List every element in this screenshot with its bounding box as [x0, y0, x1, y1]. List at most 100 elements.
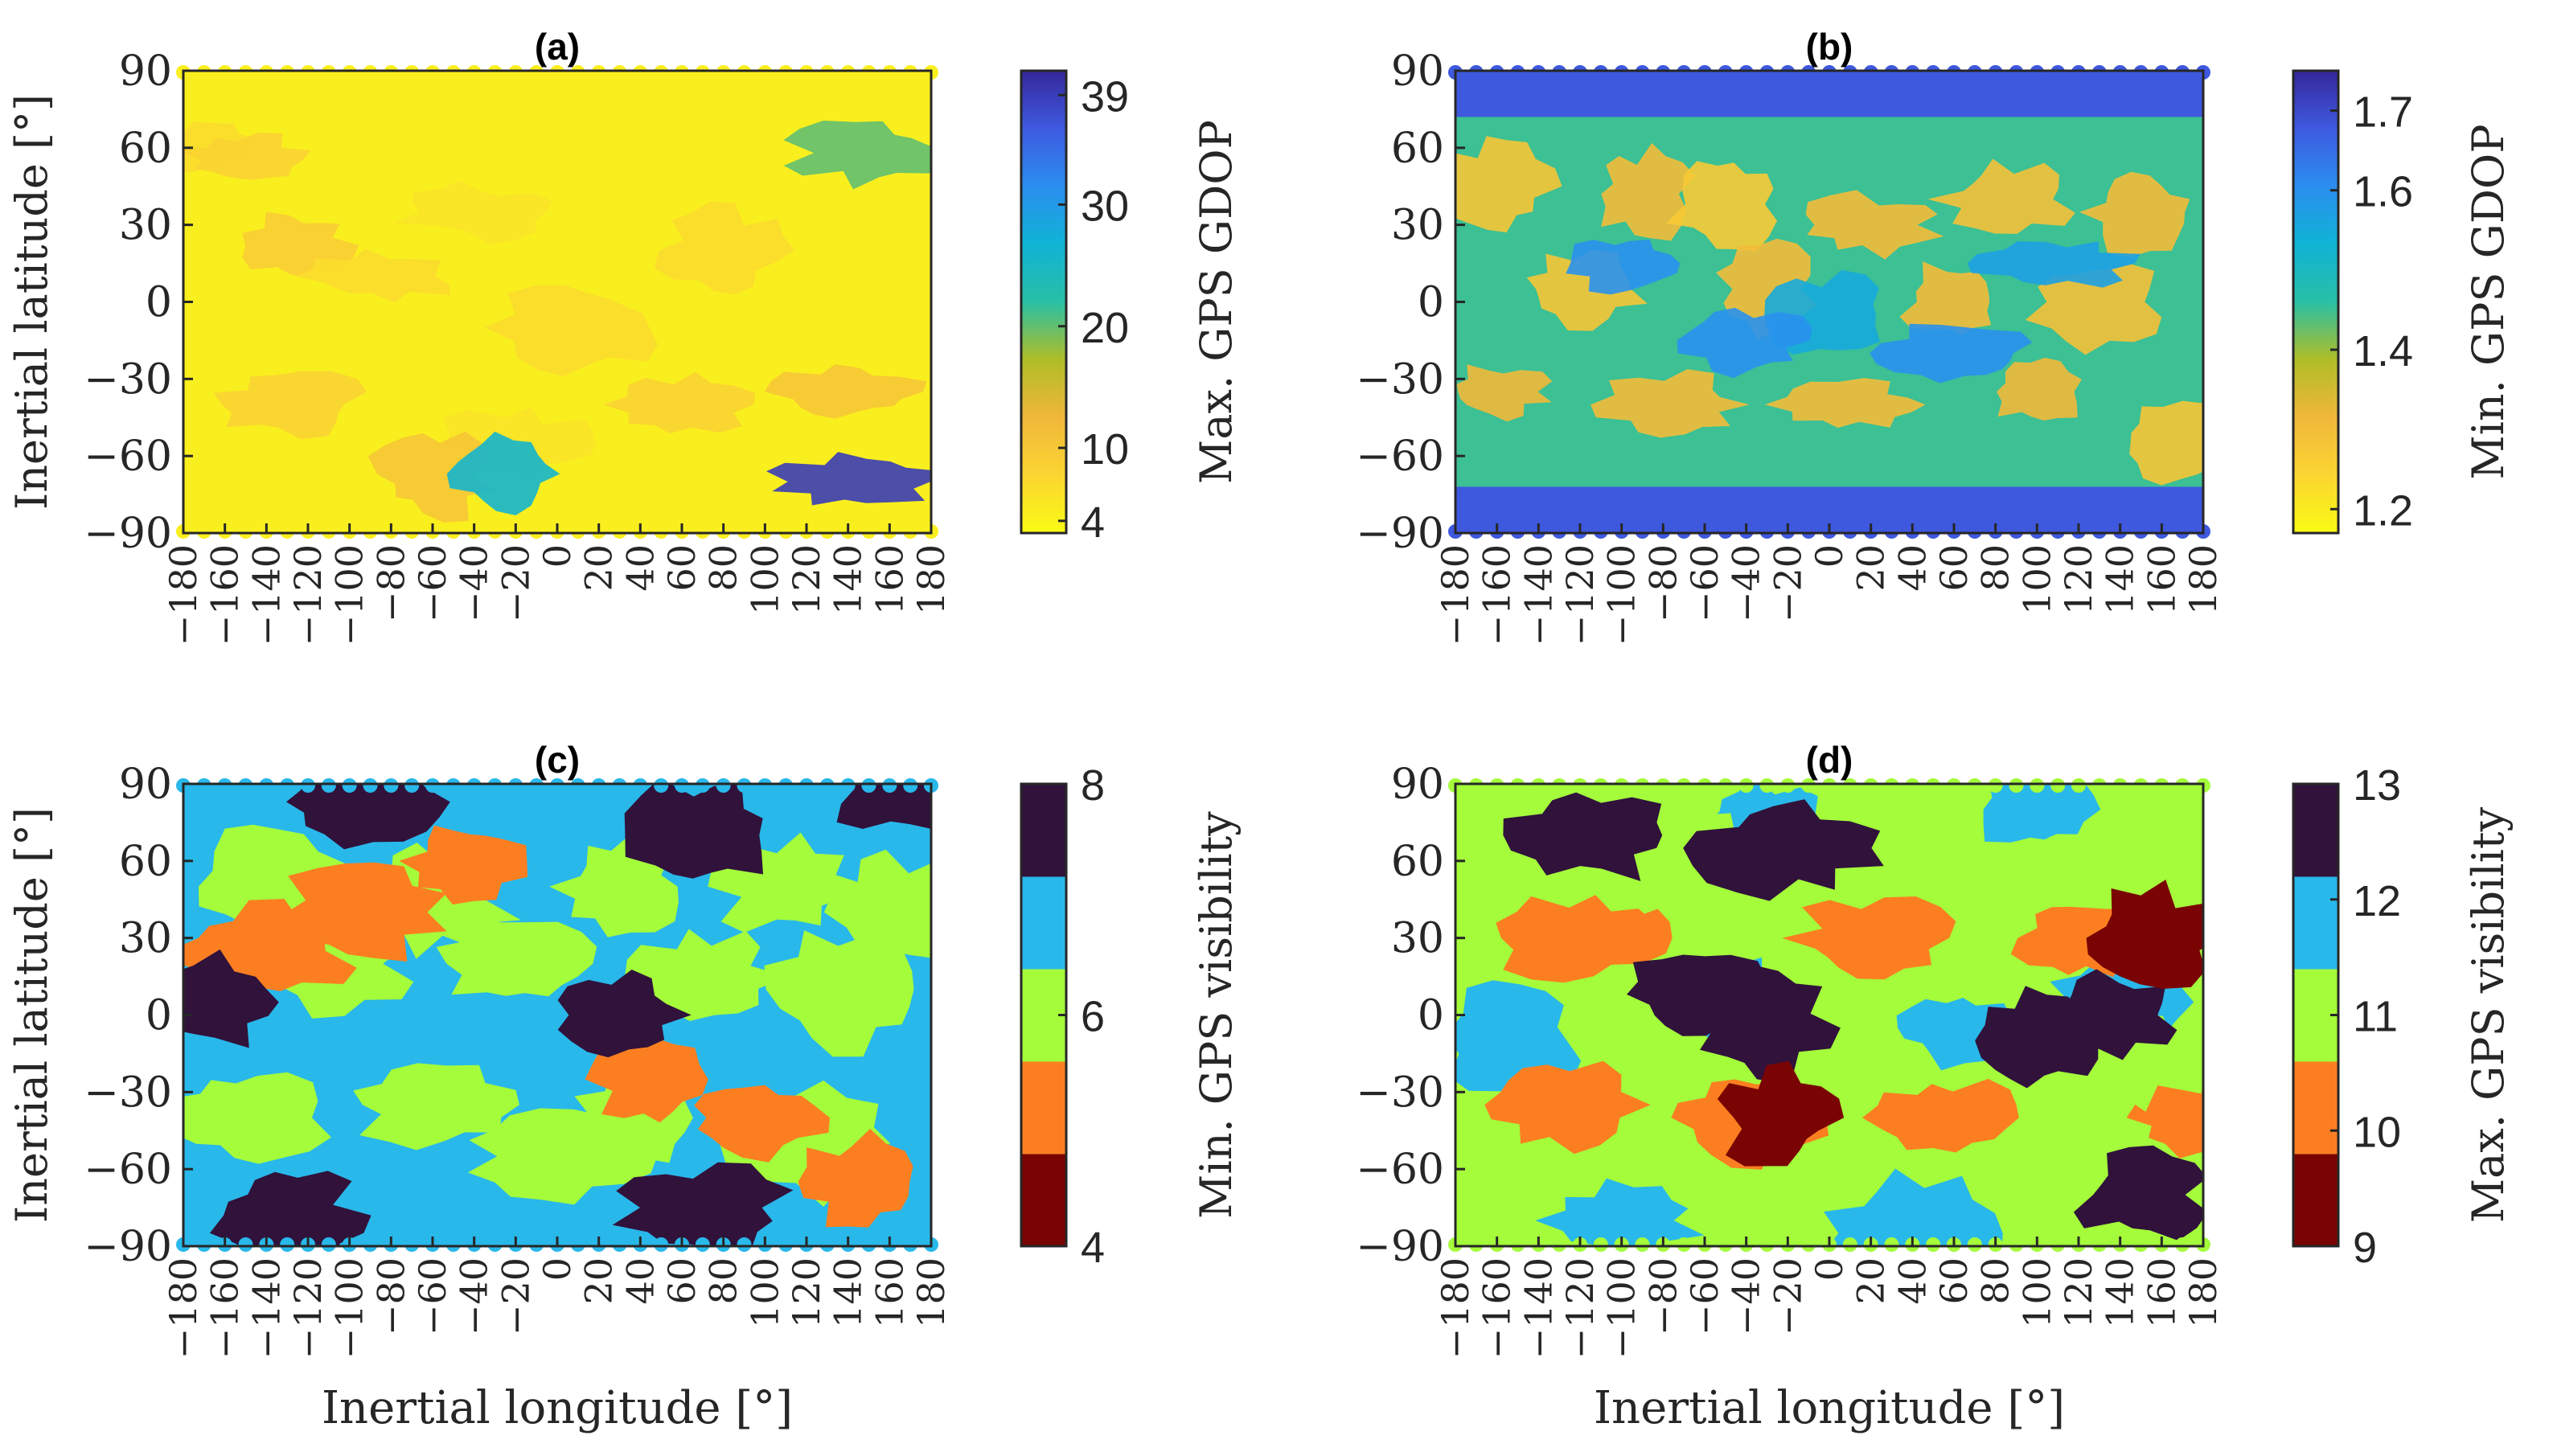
data-region [1824, 1168, 2003, 1246]
edge-marker [2154, 778, 2169, 793]
x-tick-label: −40 [1725, 544, 1768, 622]
edge-marker [799, 65, 814, 80]
x-tick-label: −160 [203, 544, 247, 646]
y-tick-label: −30 [84, 355, 172, 404]
edge-marker [2030, 778, 2045, 793]
edge-marker [2133, 778, 2149, 793]
x-tick-label: −180 [162, 1257, 205, 1359]
edge-marker [1510, 778, 1525, 793]
edge-marker [2091, 524, 2107, 539]
data-region [694, 1085, 830, 1163]
colorbar-tick-label: 13 [2353, 761, 2401, 810]
edge-marker [840, 778, 856, 793]
edge-marker [2050, 1237, 2066, 1252]
edge-marker [2009, 1237, 2024, 1252]
edge-marker [2133, 65, 2149, 80]
x-tick-label: 160 [868, 544, 911, 615]
x-tick-label: 180 [2182, 544, 2225, 615]
edge-marker [487, 65, 503, 80]
edge-marker [695, 1237, 710, 1252]
edge-marker [1656, 65, 1671, 80]
edge-marker [1552, 524, 1567, 539]
panel-title: (b) [1806, 26, 1853, 68]
edge-marker [1510, 1237, 1525, 1252]
edge-marker [633, 65, 648, 80]
edge-marker [1842, 778, 1857, 793]
data-region [612, 1162, 794, 1246]
edge-marker [882, 778, 897, 793]
edge-marker [445, 778, 461, 793]
edge-marker [2175, 778, 2190, 793]
x-tick-label: 160 [2140, 544, 2183, 615]
edge-marker [2175, 524, 2190, 539]
edge-marker [217, 65, 232, 80]
x-tick-label: −140 [244, 544, 288, 646]
edge-marker [363, 778, 378, 793]
data-region [1677, 307, 1812, 379]
edge-marker [570, 778, 585, 793]
edge-marker [675, 778, 689, 793]
edge-marker [1677, 1237, 1692, 1252]
y-tick-label: 90 [1391, 761, 1444, 809]
edge-marker [1552, 65, 1567, 80]
y-tick-label: 60 [119, 125, 172, 173]
y-axis-label: Inertial latitude [°] [6, 94, 57, 510]
heatmap-area [183, 71, 931, 533]
edge-marker [716, 65, 731, 80]
edge-marker [2030, 65, 2045, 80]
data-region [2079, 171, 2190, 257]
edge-marker [1842, 1237, 1857, 1252]
x-tick-label: 0 [1808, 1257, 1851, 1281]
edge-marker [570, 1237, 585, 1252]
edge-marker [778, 1237, 794, 1252]
data-region [1870, 323, 2033, 383]
x-tick-label: −100 [1600, 1257, 1644, 1359]
x-tick-label: −20 [494, 1257, 537, 1335]
panel-title: (c) [535, 739, 580, 781]
colorbar-segment [1021, 1154, 1066, 1247]
edge-marker [1884, 524, 1899, 539]
x-tick-label: −60 [1683, 1257, 1726, 1335]
data-region [603, 371, 756, 434]
colorbar-tick-label: 1.7 [2353, 88, 2413, 137]
data-region [625, 929, 787, 1021]
x-tick-label: −80 [369, 1257, 413, 1335]
edge-marker [425, 778, 440, 793]
edge-marker [259, 778, 274, 793]
x-tick-label: 20 [577, 1257, 621, 1305]
x-tick-label: 180 [909, 544, 953, 615]
edge-marker [1635, 778, 1650, 793]
panel-title: (a) [535, 26, 580, 68]
colorbar-tick-label: 12 [2353, 877, 2401, 925]
edge-marker [2091, 65, 2107, 80]
edge-marker [1967, 524, 1982, 539]
edge-marker [550, 778, 564, 793]
edge-marker [1738, 778, 1754, 793]
y-tick-label: 60 [119, 838, 172, 886]
edge-marker [737, 1237, 752, 1252]
data-region [183, 1072, 331, 1164]
edge-marker [2009, 778, 2024, 793]
data-region [353, 1063, 519, 1150]
x-tick-label: 140 [2099, 1257, 2142, 1328]
heatmap-area [1455, 71, 2203, 533]
data-region [1700, 965, 1841, 1083]
edge-marker [612, 65, 627, 80]
x-tick-label: 60 [1932, 544, 1976, 592]
x-tick-label: −160 [1476, 1257, 1519, 1359]
x-tick-label: 20 [577, 544, 621, 592]
y-tick-label: 60 [1391, 838, 1444, 886]
data-region [1983, 784, 2101, 843]
colorbar-tick-label: 8 [1081, 761, 1105, 810]
edge-marker [529, 778, 544, 793]
colorbar-segment [2293, 784, 2338, 877]
edge-marker [1967, 778, 1982, 793]
edge-marker [675, 65, 689, 80]
x-tick-label: −20 [1766, 544, 1809, 622]
y-tick-label: 0 [1418, 279, 1444, 327]
colorbar-tick-label: 10 [1081, 425, 1129, 474]
data-region [1782, 896, 1956, 980]
edge-marker [737, 524, 752, 539]
edge-marker [861, 778, 876, 793]
edge-marker [196, 778, 211, 793]
